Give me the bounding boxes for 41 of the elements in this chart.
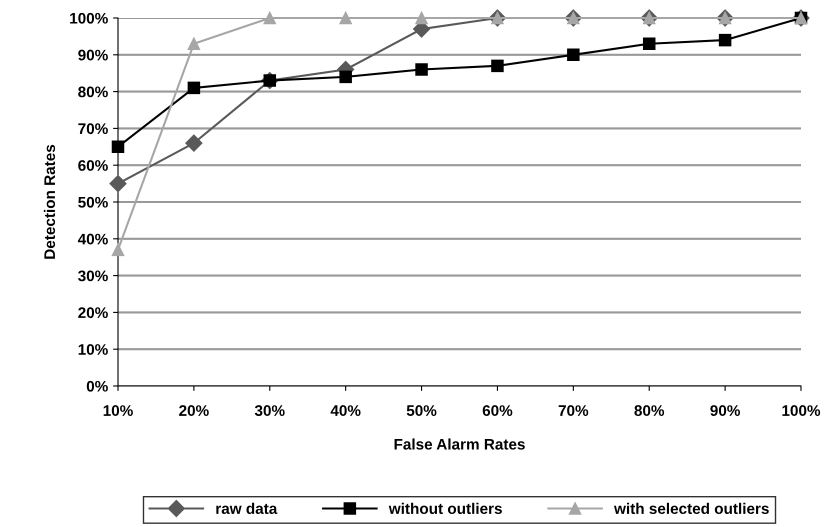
x-tick-label: 80% — [634, 405, 664, 416]
y-tick-label: 70% — [78, 123, 108, 134]
y-tick-label: 40% — [78, 234, 108, 244]
x-tick-label: 70% — [558, 405, 588, 416]
y-tick-label: 90% — [78, 50, 108, 60]
y-tick-label: 30% — [78, 270, 108, 282]
point — [415, 63, 428, 76]
point — [112, 244, 124, 256]
point — [339, 12, 352, 24]
x-tick-label: 100% — [782, 405, 820, 416]
point — [642, 38, 656, 50]
point — [109, 175, 127, 192]
x-tick-label: 40% — [330, 405, 361, 416]
legend-label: without outliers — [388, 502, 502, 514]
point — [188, 82, 200, 94]
point — [339, 70, 352, 84]
point — [185, 134, 202, 152]
x-axis-title: False Alarm Rates — [394, 438, 525, 450]
point — [567, 48, 580, 62]
y-tick-label: 20% — [78, 307, 108, 318]
y-tick-label: 60% — [78, 160, 108, 171]
y-tick-label: 10% — [78, 344, 108, 355]
legend-label: with selected outliers — [614, 502, 769, 514]
y-axis-title: Detection Rates — [44, 144, 56, 259]
x-tick-label: 60% — [482, 405, 512, 416]
y-tick-label: 0% — [86, 380, 108, 392]
x-tick-label: 50% — [406, 405, 436, 416]
x-tick-label: 90% — [710, 405, 740, 416]
point — [112, 140, 124, 154]
y-tick-label: 50% — [78, 196, 108, 208]
point — [188, 38, 200, 50]
point — [718, 34, 732, 46]
x-tick-label: 20% — [179, 405, 209, 416]
x-tick-label: 10% — [104, 405, 133, 416]
point — [415, 12, 428, 24]
y-tick-label: 100% — [70, 12, 108, 24]
y-tick-label: 80% — [78, 86, 108, 98]
legend-label: raw data — [216, 502, 278, 514]
point — [264, 12, 276, 24]
point — [491, 60, 504, 72]
x-tick-label: 30% — [254, 405, 285, 416]
